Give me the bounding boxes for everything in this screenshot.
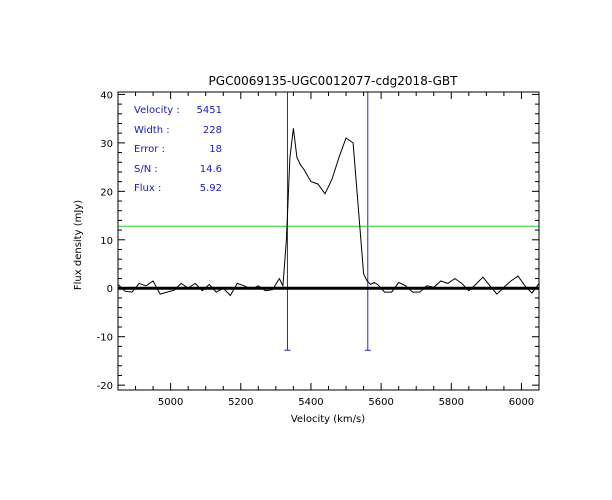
chart-title: PGC0069135-UGC0012077-cdg2018-GBT xyxy=(209,74,459,88)
y-tick-label: -20 xyxy=(97,381,113,392)
info-label-sn: S/N : xyxy=(134,164,158,175)
y-tick-label: 0 xyxy=(107,284,113,295)
spectrum-line xyxy=(117,128,540,297)
y-tick-label: 10 xyxy=(100,236,113,247)
x-axis-label: Velocity (km/s) xyxy=(291,414,365,425)
plot-frame xyxy=(117,91,540,391)
info-value-velocity: 5451 xyxy=(197,105,222,116)
info-label-flux: Flux : xyxy=(134,183,161,194)
info-value-width: 228 xyxy=(203,125,222,136)
spectrum-points xyxy=(117,128,540,296)
y-axis-ticks: -20 -10 0 10 20 30 40 xyxy=(97,90,539,392)
x-tick-label: 5400 xyxy=(298,397,323,408)
info-block: Velocity : 5451 Width : 228 Error : 18 S… xyxy=(134,105,222,194)
x-axis-ticks: 5000 5200 5400 5600 5800 6000 xyxy=(117,92,540,408)
y-tick-label: 20 xyxy=(100,187,113,198)
y-tick-label: -10 xyxy=(97,333,113,344)
y-tick-label: 40 xyxy=(100,90,113,101)
x-tick-label: 5200 xyxy=(228,397,253,408)
y-tick-label: 30 xyxy=(100,139,113,150)
edge-lines xyxy=(284,91,371,351)
info-label-velocity: Velocity : xyxy=(134,105,180,116)
info-value-sn: 14.6 xyxy=(200,164,222,175)
x-tick-label: 5000 xyxy=(158,397,183,408)
x-tick-label: 5600 xyxy=(368,397,393,408)
info-label-error: Error : xyxy=(134,144,165,155)
info-value-flux: 5.92 xyxy=(200,183,222,194)
x-tick-label: 6000 xyxy=(509,397,534,408)
x-tick-label: 5800 xyxy=(439,397,464,408)
y-axis-label: Flux density (mJy) xyxy=(73,200,84,290)
info-label-width: Width : xyxy=(134,125,170,136)
info-value-error: 18 xyxy=(209,144,222,155)
